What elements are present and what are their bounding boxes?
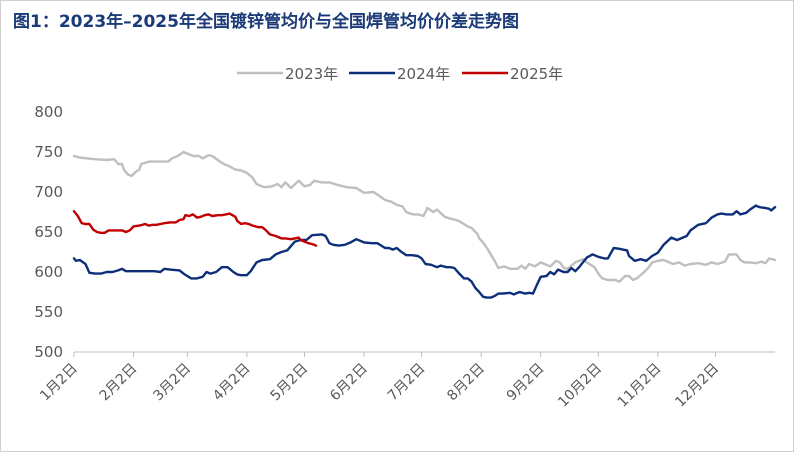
x-tick-label: 8月2日	[444, 361, 488, 405]
x-tick-label: 10月2日	[555, 361, 605, 411]
legend: 2023年 2024年 2025年	[237, 65, 563, 83]
x-tick-label: 4月2日	[210, 361, 254, 405]
y-tick-label: 600	[34, 263, 63, 281]
legend-label: 2023年	[285, 65, 338, 83]
legend-item: 2025年	[462, 65, 563, 83]
x-tick-label: 2月2日	[97, 361, 141, 405]
x-tick-label: 7月2日	[385, 361, 429, 405]
x-tick-label: 3月2日	[150, 361, 194, 405]
x-axis: 1月2日 2月2日 3月2日 4月2日 5月2日 6月2日 7月2日 8月2日 9月2日 10月2…	[37, 351, 775, 411]
y-axis: 500 550 600 650 700 750 800	[34, 103, 63, 361]
series-line-3	[72, 210, 318, 247]
chart-title: 图1：2023年–2025年全国镀锌管均价与全国焊管均价价差走势图	[13, 12, 519, 32]
x-tick-label: 1月2日	[37, 361, 81, 405]
y-tick-label: 750	[34, 143, 63, 161]
y-tick-label: 700	[34, 183, 63, 201]
y-tick-label: 500	[34, 343, 63, 361]
legend-label: 2025年	[510, 65, 563, 83]
x-tick-label: 6月2日	[327, 361, 371, 405]
series-line-2	[72, 204, 777, 299]
x-tick-label: 9月2日	[504, 361, 548, 405]
legend-item: 2023年	[237, 65, 338, 83]
y-tick-label: 550	[34, 303, 63, 321]
legend-item: 2024年	[349, 65, 450, 83]
y-tick-label: 800	[34, 103, 63, 121]
legend-label: 2024年	[397, 65, 450, 83]
series-line-1	[72, 150, 777, 283]
x-tick-label: 5月2日	[268, 361, 312, 405]
y-tick-label: 650	[34, 223, 63, 241]
x-tick-label: 12月2日	[672, 361, 722, 411]
series-layer	[72, 150, 777, 299]
x-tick-label: 11月2日	[615, 361, 665, 411]
